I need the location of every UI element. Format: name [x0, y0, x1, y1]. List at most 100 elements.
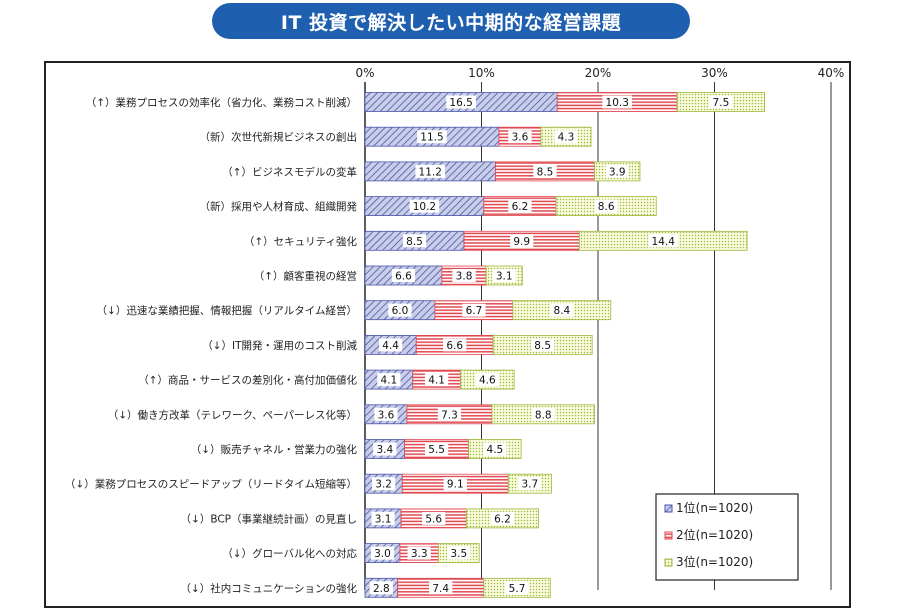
- data-label-bg: [377, 373, 401, 387]
- data-label-bg: [508, 130, 532, 144]
- chart-title: IT 投資で解決したい中期的な経営課題: [212, 3, 690, 39]
- data-label-bg: [605, 164, 629, 178]
- legend-swatch: [664, 504, 673, 513]
- data-label: 8.5: [406, 236, 423, 248]
- data-label: 5.6: [425, 513, 442, 525]
- data-label-bg: [483, 442, 507, 456]
- data-label: 6.0: [392, 305, 409, 317]
- data-label-bg: [369, 581, 393, 595]
- category-label: （↓）BCP（事業継続計画）の見直し: [181, 512, 357, 525]
- data-label-bg: [554, 130, 578, 144]
- data-label: 11.2: [419, 166, 442, 178]
- data-label: 5.7: [509, 583, 526, 595]
- category-label: （↓）働き方改革（テレワーク、ペーパーレス化等）: [108, 408, 357, 421]
- legend-label: 3位(n=1020): [676, 554, 753, 569]
- data-label-bg: [602, 95, 633, 109]
- data-label: 8.8: [535, 409, 552, 421]
- data-label-bg: [429, 581, 453, 595]
- data-label: 3.3: [411, 548, 428, 560]
- data-label-bg: [518, 477, 542, 491]
- data-label-bg: [446, 95, 476, 109]
- data-label: 6.7: [466, 305, 483, 317]
- data-label: 7.4: [432, 583, 449, 595]
- category-label: （↑）商品・サービスの差別化・高付加価値化: [138, 374, 357, 387]
- data-label-bg: [531, 407, 555, 421]
- data-label: 3.2: [375, 479, 392, 491]
- category-label: （↓）販売チャネル・営業力の強化: [191, 443, 358, 456]
- data-label-bg: [492, 269, 516, 282]
- category-label: （↑）顧客重視の経営: [254, 270, 357, 283]
- data-label: 9.1: [447, 479, 464, 491]
- category-label: （↑）セキュリティ強化: [244, 235, 358, 248]
- chart-frame: 0% 10% 20% 30% 40% （↑）業務プロセスの効率化（省力化、業務コスト削減…: [44, 61, 851, 608]
- data-label-bg: [388, 303, 412, 317]
- data-label-bg: [415, 164, 446, 178]
- data-label-bg: [373, 442, 397, 456]
- data-label: 8.5: [534, 340, 551, 352]
- data-label-bg: [443, 338, 467, 352]
- data-label-bg: [379, 338, 403, 352]
- category-label: （↑）ビジネスモデルの変革: [222, 165, 357, 178]
- category-label: （↓）社内コミュニケーションの強化: [180, 582, 357, 595]
- data-label-bg: [533, 164, 557, 178]
- data-label: 16.5: [449, 97, 472, 109]
- data-label-bg: [490, 511, 515, 525]
- legend-label: 2位(n=1020): [676, 527, 753, 542]
- data-label: 5.5: [428, 444, 445, 456]
- data-label: 3.9: [609, 166, 626, 178]
- data-label-bg: [372, 477, 396, 491]
- data-label: 8.6: [598, 201, 615, 213]
- data-label: 3.1: [375, 513, 392, 525]
- data-label: 3.0: [374, 548, 391, 560]
- data-label: 9.9: [513, 236, 530, 248]
- data-label: 10.3: [606, 97, 629, 109]
- category-label: （↓）業務プロセスのスピードアップ（リードタイム短縮等）: [65, 478, 357, 491]
- data-label-bg: [402, 234, 427, 248]
- data-label-bg: [425, 442, 449, 456]
- data-label: 3.6: [378, 409, 395, 421]
- data-label-bg: [447, 546, 471, 560]
- data-label-bg: [505, 581, 529, 595]
- data-label: 4.4: [382, 340, 399, 352]
- data-label: 3.5: [450, 548, 467, 560]
- data-label: 3.4: [376, 444, 393, 456]
- data-label: 4.5: [487, 444, 504, 456]
- data-label-bg: [648, 234, 679, 248]
- data-label: 3.1: [496, 271, 513, 283]
- data-label-bg: [709, 95, 733, 109]
- legend-label: 1位(n=1020): [676, 500, 753, 515]
- data-label-bg: [531, 338, 555, 352]
- data-label: 6.2: [512, 201, 529, 213]
- data-label: 6.6: [446, 340, 463, 352]
- data-label-bg: [391, 269, 416, 282]
- data-label-bg: [374, 407, 398, 421]
- category-label: （↓）迅速な業績把握、情報把握（リアルタイム経営）: [97, 304, 357, 317]
- data-label: 4.3: [558, 132, 575, 144]
- data-label-bg: [370, 546, 395, 560]
- data-label: 8.5: [537, 166, 554, 178]
- x-tick-label: 30%: [701, 66, 728, 80]
- x-tick-label: 20%: [585, 66, 612, 80]
- data-label: 3.6: [512, 132, 529, 144]
- data-label-bg: [409, 199, 440, 213]
- data-label-bg: [425, 373, 449, 387]
- data-label-bg: [594, 199, 618, 213]
- data-label-bg: [462, 303, 486, 317]
- data-label: 7.5: [713, 97, 730, 109]
- stacked-bar-chart: 0% 10% 20% 30% 40% （↑）業務プロセスの効率化（省力化、業務コスト削減…: [65, 66, 844, 598]
- data-label-bg: [508, 199, 532, 213]
- category-label: （新）次世代新規ビジネスの創出: [200, 131, 358, 144]
- category-label: （↓）IT開発・運用のコスト削減: [202, 339, 357, 352]
- data-label-bg: [452, 269, 476, 282]
- legend-box: [655, 493, 799, 581]
- data-label: 4.6: [479, 375, 496, 387]
- data-label: 7.3: [441, 409, 458, 421]
- category-label: （↓）グローバル化への対応: [222, 547, 357, 560]
- data-label-bg: [550, 303, 574, 317]
- legend-swatch: [664, 531, 673, 540]
- legend-swatch: [664, 558, 673, 567]
- data-label: 2.8: [373, 583, 390, 595]
- data-label: 8.4: [554, 305, 571, 317]
- data-label-bg: [443, 477, 467, 491]
- data-label-bg: [422, 511, 446, 525]
